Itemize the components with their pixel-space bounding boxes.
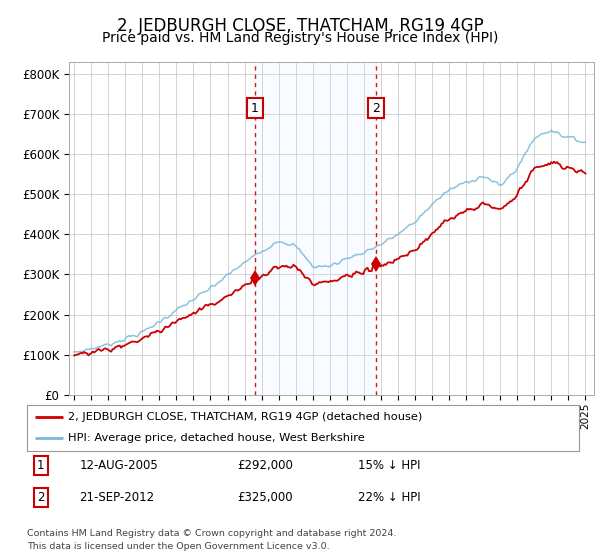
Bar [255, 62, 376, 395]
Text: Contains HM Land Registry data © Crown copyright and database right 2024.: Contains HM Land Registry data © Crown c… [27, 529, 397, 538]
Text: 2, JEDBURGH CLOSE, THATCHAM, RG19 4GP (detached house): 2, JEDBURGH CLOSE, THATCHAM, RG19 4GP (d… [68, 412, 422, 422]
Text: 2, JEDBURGH CLOSE, THATCHAM, RG19 4GP: 2, JEDBURGH CLOSE, THATCHAM, RG19 4GP [116, 17, 484, 35]
Text: 12-AUG-2005: 12-AUG-2005 [79, 459, 158, 472]
Text: 2: 2 [37, 491, 44, 504]
Text: 21-SEP-2012: 21-SEP-2012 [79, 491, 155, 504]
Text: £292,000: £292,000 [237, 459, 293, 472]
Text: Price paid vs. HM Land Registry's House Price Index (HPI): Price paid vs. HM Land Registry's House … [102, 31, 498, 45]
Text: 22% ↓ HPI: 22% ↓ HPI [358, 491, 421, 504]
Text: 1: 1 [37, 459, 44, 472]
Text: 1: 1 [251, 102, 259, 115]
Text: 2: 2 [372, 102, 380, 115]
Text: £325,000: £325,000 [237, 491, 292, 504]
Text: HPI: Average price, detached house, West Berkshire: HPI: Average price, detached house, West… [68, 433, 365, 444]
Text: 15% ↓ HPI: 15% ↓ HPI [358, 459, 421, 472]
Text: This data is licensed under the Open Government Licence v3.0.: This data is licensed under the Open Gov… [27, 542, 329, 550]
